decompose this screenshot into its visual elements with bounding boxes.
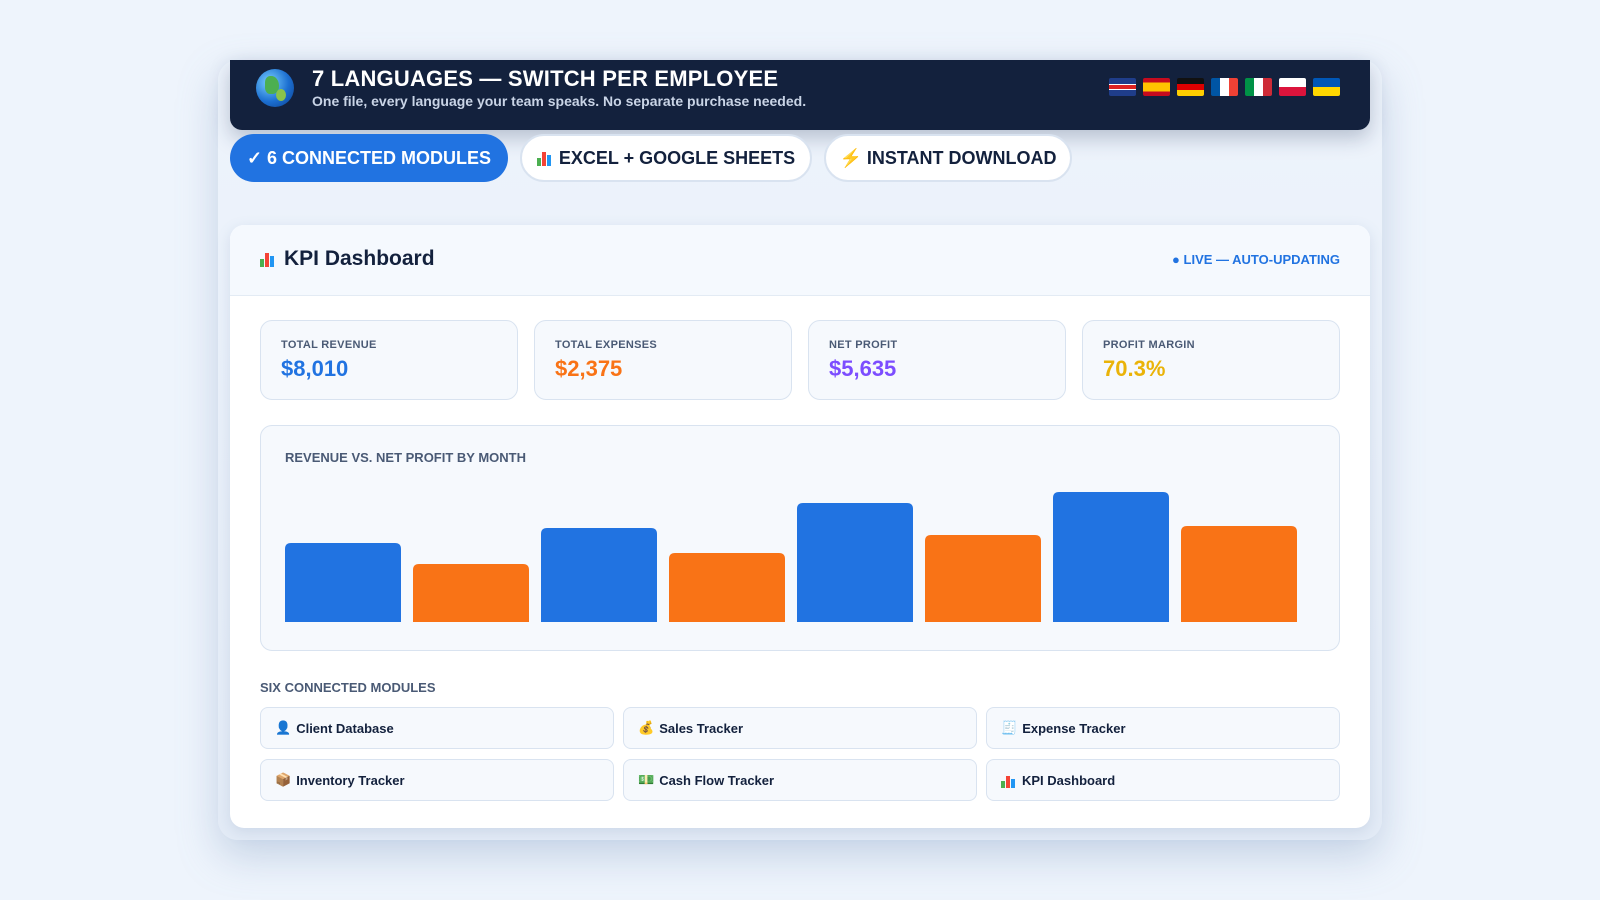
module-label: Cash Flow Tracker: [659, 772, 775, 788]
net-profit-bar: [1181, 526, 1297, 622]
language-flags: [1109, 78, 1340, 96]
language-banner: 7 LANGUAGES — SWITCH PER EMPLOYEE One fi…: [230, 60, 1370, 130]
excel-sheets-pill[interactable]: EXCEL + GOOGLE SHEETS: [520, 134, 812, 182]
chart-title: REVENUE VS. NET PROFIT BY MONTH: [285, 450, 527, 465]
connected-modules-pill[interactable]: ✓ 6 CONNECTED MODULES: [230, 134, 508, 182]
banner-subtitle: One file, every language your team speak…: [312, 93, 807, 109]
module-label: Inventory Tracker: [296, 772, 405, 788]
kpi-label: TOTAL EXPENSES: [555, 339, 658, 351]
bar-chart-icon: [1001, 772, 1017, 788]
kpi-row: TOTAL REVENUE $8,010 TOTAL EXPENSES $2,3…: [260, 320, 1340, 400]
spain-flag-icon[interactable]: [1143, 78, 1170, 96]
dashboard-title-text: KPI Dashboard: [284, 247, 435, 270]
france-flag-icon[interactable]: [1211, 78, 1238, 96]
globe-icon: [256, 69, 294, 107]
ukraine-flag-icon[interactable]: [1313, 78, 1340, 96]
module-label: Client Database: [296, 720, 394, 736]
module-sales-tracker[interactable]: 💰 Sales Tracker: [623, 707, 977, 749]
revenue-bar: [1053, 492, 1169, 622]
kpi-total-revenue: TOTAL REVENUE $8,010: [260, 320, 518, 400]
connected-modules-label: ✓ 6 CONNECTED MODULES: [246, 147, 492, 168]
kpi-label: NET PROFIT: [829, 339, 898, 351]
excel-sheets-label: EXCEL + GOOGLE SHEETS: [558, 147, 796, 168]
net-profit-bar: [669, 553, 785, 622]
module-expense-tracker[interactable]: 🧾 Expense Tracker: [986, 707, 1340, 749]
card-header: KPI Dashboard ● LIVE — AUTO-UPDATING: [230, 225, 1370, 296]
bar-chart-icon: [260, 251, 276, 267]
kpi-value: $8,010: [281, 356, 349, 381]
receipt-icon: 🧾: [1001, 720, 1018, 735]
net-profit-bar: [413, 564, 529, 622]
italy-flag-icon[interactable]: [1245, 78, 1272, 96]
banner-title: 7 LANGUAGES — SWITCH PER EMPLOYEE: [312, 66, 779, 91]
live-status-badge: ● LIVE — AUTO-UPDATING: [1172, 252, 1340, 267]
net-profit-bar: [925, 535, 1041, 622]
instant-download-label: ⚡ INSTANT DOWNLOAD: [839, 147, 1057, 168]
kpi-value: 70.3%: [1103, 356, 1166, 381]
money-bag-icon: 💰: [638, 720, 655, 735]
bar-chart: [285, 492, 1297, 622]
dashboard-title: KPI Dashboard: [260, 247, 435, 271]
kpi-dashboard-card: KPI Dashboard ● LIVE — AUTO-UPDATING TOT…: [230, 225, 1370, 828]
module-cash-flow-tracker[interactable]: 💵 Cash Flow Tracker: [623, 759, 977, 801]
kpi-profit-margin: PROFIT MARGIN 70.3%: [1082, 320, 1340, 400]
uk-flag-icon[interactable]: [1109, 78, 1136, 96]
module-label: Expense Tracker: [1022, 720, 1126, 736]
kpi-value: $5,635: [829, 356, 897, 381]
poland-flag-icon[interactable]: [1279, 78, 1306, 96]
kpi-net-profit: NET PROFIT $5,635: [808, 320, 1066, 400]
kpi-total-expenses: TOTAL EXPENSES $2,375: [534, 320, 792, 400]
module-kpi-dashboard[interactable]: KPI Dashboard: [986, 759, 1340, 801]
kpi-value: $2,375: [555, 356, 623, 381]
modules-grid: 👤 Client Database 💰 Sales Tracker 🧾 Expe…: [260, 707, 1340, 801]
revenue-bar: [797, 503, 913, 622]
germany-flag-icon[interactable]: [1177, 78, 1204, 96]
banknote-icon: 💵: [638, 772, 655, 787]
package-icon: 📦: [275, 772, 292, 787]
person-icon: 👤: [275, 720, 292, 735]
instant-download-pill[interactable]: ⚡ INSTANT DOWNLOAD: [824, 134, 1072, 182]
module-client-database[interactable]: 👤 Client Database: [260, 707, 614, 749]
module-label: Sales Tracker: [659, 720, 744, 736]
module-inventory-tracker[interactable]: 📦 Inventory Tracker: [260, 759, 614, 801]
bar-chart-icon: [536, 150, 553, 166]
module-label: KPI Dashboard: [1022, 772, 1116, 788]
modules-title: SIX CONNECTED MODULES: [260, 680, 436, 695]
revenue-bar: [285, 543, 401, 622]
revenue-profit-chart: REVENUE VS. NET PROFIT BY MONTH: [260, 425, 1340, 651]
revenue-bar: [541, 528, 657, 622]
kpi-label: TOTAL REVENUE: [281, 339, 377, 351]
kpi-label: PROFIT MARGIN: [1103, 339, 1195, 351]
